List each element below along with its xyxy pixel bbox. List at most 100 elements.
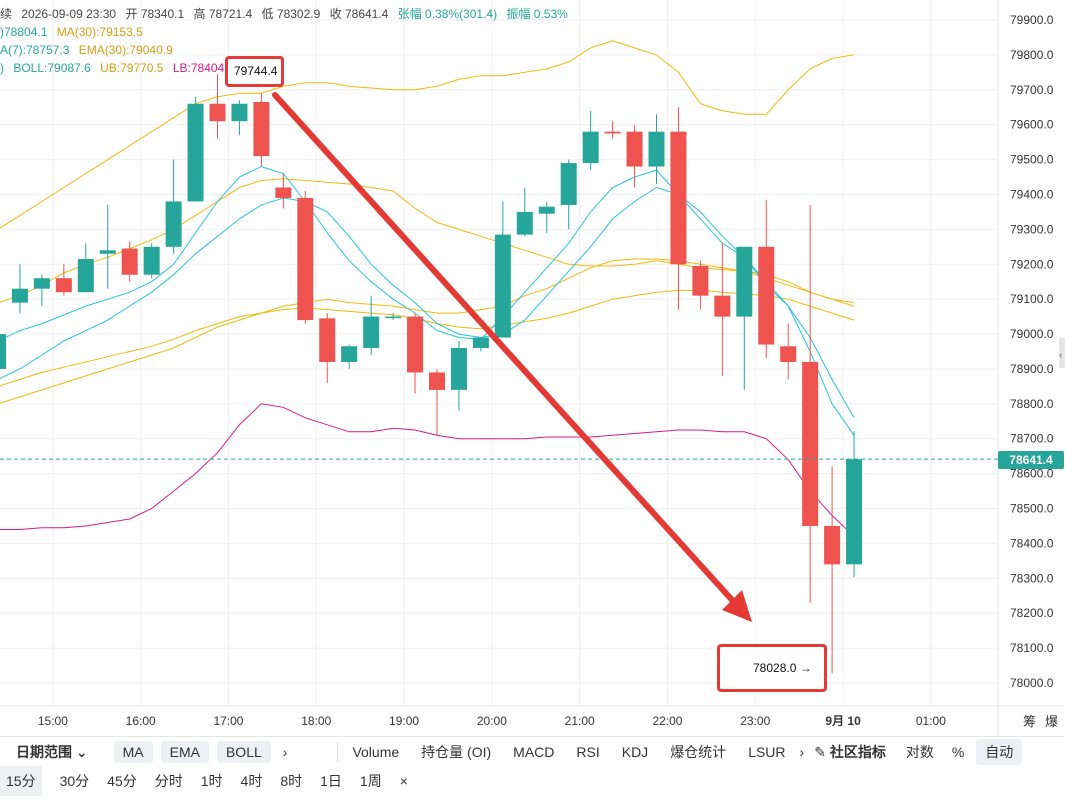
candle-body	[407, 316, 424, 373]
trend-arrow-shaft	[272, 92, 745, 614]
info-high: 高 78721.4	[193, 7, 253, 21]
low-price-label: 78028.0 →	[753, 661, 812, 675]
candle-body	[0, 334, 6, 369]
y-tick-label: 79900.0	[1010, 13, 1054, 27]
candle-body	[758, 246, 775, 345]
indicator-open-interest[interactable]: 持仓量 (OI)	[421, 744, 492, 760]
candle-body	[648, 131, 665, 167]
last-price-value: 78641.4	[1009, 453, 1053, 467]
candle-body	[77, 259, 94, 293]
date-range-label: 日期范围	[16, 744, 72, 760]
candle-body	[341, 346, 358, 362]
percent-scale-toggle[interactable]: %	[951, 744, 965, 760]
candle-body	[319, 318, 336, 362]
chevron-down-icon: ⌄	[75, 744, 88, 760]
date-range-button[interactable]: 日期范围 ⌄	[16, 742, 88, 762]
y-tick-label: 79200.0	[1010, 257, 1054, 271]
candle-body	[450, 348, 467, 390]
x-tick-label: 20:00	[477, 714, 507, 728]
y-tick-label: 78100.0	[1010, 641, 1054, 655]
info-close: 收 78641.4	[329, 7, 389, 21]
candle-body	[472, 337, 489, 349]
interval-15m[interactable]: 15分	[0, 766, 42, 796]
candle-body	[143, 246, 160, 275]
interval-1h[interactable]: 1时	[200, 773, 223, 789]
candle-body	[692, 266, 709, 296]
ema-info-line: A(7):78757.3 EMA(30):79040.9	[0, 43, 179, 57]
info-amplitude: 振幅 0.53%	[506, 7, 568, 21]
candle-body	[516, 211, 533, 235]
x-tick-label: 15:00	[38, 714, 68, 728]
candlestick-chart[interactable]: 78000.0 78100.0 78200.0 78300.0 78400.0 78500…	[0, 0, 1065, 735]
log-scale-toggle[interactable]: 对数	[905, 744, 934, 760]
candle-body	[802, 361, 819, 526]
indicator-macd[interactable]: MACD	[513, 744, 555, 760]
overlay-boll-button[interactable]: BOLL	[216, 741, 271, 763]
x-extra-label: 爆	[1045, 715, 1058, 730]
interval-8h[interactable]: 8时	[280, 773, 303, 789]
candle-body	[363, 316, 380, 349]
indicator-rsi[interactable]: RSI	[576, 744, 600, 760]
overlay-ema-button[interactable]: EMA	[160, 741, 209, 763]
interval-1d[interactable]: 1日	[320, 773, 342, 789]
indicator-toolbar: 日期范围 ⌄ MA EMA BOLL › Volume 持仓量 (OI) MAC…	[0, 736, 1065, 767]
edit-icon: ✎	[814, 744, 826, 760]
indicator-line	[0, 186, 855, 419]
x-tick-label: 9月 10	[825, 714, 861, 728]
boll-info-line: ) BOLL:79087.6 UB:79770.5 LB:78404.7	[0, 61, 240, 75]
x-tick-label: 19:00	[389, 714, 419, 728]
interval-45m[interactable]: 45分	[107, 773, 137, 789]
close-icon[interactable]: ×	[399, 773, 408, 789]
candle-body	[55, 278, 72, 293]
community-indicator-button[interactable]: ✎ 社区指标	[814, 742, 886, 762]
y-tick-label: 79100.0	[1010, 292, 1054, 306]
candle-body	[33, 278, 50, 289]
ema7-value: A(7):78757.3	[0, 43, 70, 57]
indicator-volume[interactable]: Volume	[352, 744, 400, 760]
candle-body	[824, 525, 841, 565]
y-tick-label: 79700.0	[1010, 83, 1054, 97]
candle-body	[846, 459, 863, 565]
candle-body	[538, 206, 555, 214]
y-tick-label: 78700.0	[1010, 432, 1054, 446]
indicator-more-chevron-icon[interactable]: ›	[799, 744, 805, 760]
indicator-kdj[interactable]: KDJ	[621, 744, 649, 760]
indicator-liquidation[interactable]: 爆仓统计	[670, 744, 727, 760]
candle-body	[560, 163, 577, 205]
last-price-tag: 78641.4	[998, 451, 1064, 469]
candle-body	[297, 197, 314, 321]
scroll-handle	[1059, 338, 1065, 368]
indicator-line	[0, 289, 855, 387]
candle-body	[209, 103, 226, 122]
x-tick-label: 01:00	[916, 714, 946, 728]
candle-body	[385, 316, 402, 319]
y-tick-label: 78000.0	[1010, 676, 1054, 690]
candle-body	[429, 372, 445, 390]
y-tick-label: 78500.0	[1010, 502, 1054, 516]
interval-4h[interactable]: 4时	[240, 773, 263, 789]
interval-30m[interactable]: 30分	[59, 773, 90, 789]
y-tick-label: 79500.0	[1010, 153, 1054, 167]
boll-mid-value: BOLL:79087.6	[13, 61, 91, 75]
info-prefix: 续	[0, 7, 13, 21]
high-price-label: 79744.4	[234, 64, 278, 78]
y-tick-label: 78400.0	[1010, 536, 1054, 550]
info-low: 低 78302.9	[261, 7, 321, 21]
candle-body	[253, 102, 270, 157]
indicator-line	[0, 40, 855, 229]
info-change: 张幅 0.38%(301.4)	[397, 7, 498, 21]
toolbar-divider	[337, 742, 339, 762]
interval-timeline[interactable]: 分时	[154, 773, 183, 789]
overlay-more-chevron-icon[interactable]: ›	[282, 744, 288, 760]
interval-1w[interactable]: 1周	[359, 773, 382, 789]
chart-area[interactable]: 78000.0 78100.0 78200.0 78300.0 78400.0 78500…	[0, 0, 1065, 735]
indicator-lsur[interactable]: LSUR	[748, 744, 786, 760]
candle-body	[11, 288, 28, 303]
auto-scale-toggle[interactable]: 自动	[976, 739, 1023, 765]
high-price-box: 79744.4	[225, 56, 284, 87]
x-tick-label: 23:00	[740, 714, 770, 728]
overlay-ma-button[interactable]: MA	[113, 741, 153, 763]
x-tick-label: 18:00	[301, 714, 331, 728]
x-tick-label: 22:00	[652, 714, 682, 728]
x-tick-label: 21:00	[565, 714, 595, 728]
